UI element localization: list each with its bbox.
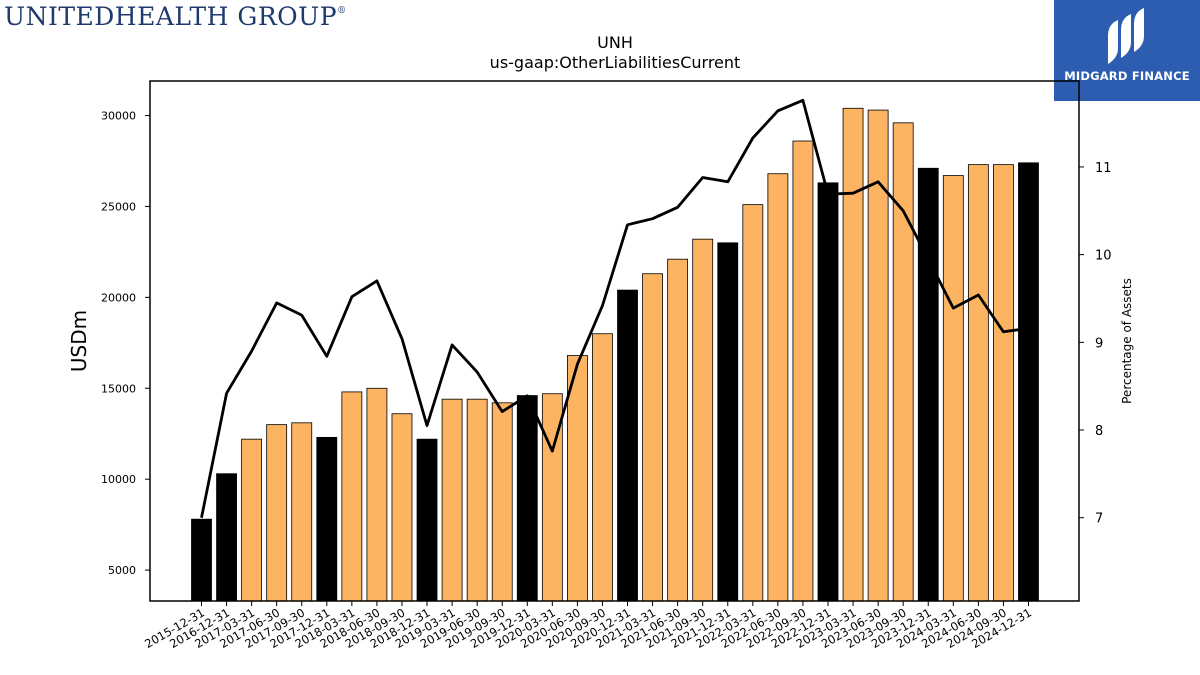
bar bbox=[667, 258, 689, 602]
bar bbox=[717, 242, 739, 602]
bar bbox=[241, 438, 263, 602]
bar bbox=[1018, 162, 1039, 602]
plot-frame bbox=[149, 80, 1080, 602]
logo-left-text: UNITEDHEALTH GROUP bbox=[4, 2, 338, 31]
bar bbox=[366, 387, 388, 602]
y-tick-label: 20000 bbox=[101, 291, 136, 304]
y-axis-label: USDm bbox=[67, 310, 91, 372]
bar bbox=[692, 238, 714, 602]
bar bbox=[191, 518, 212, 602]
bar bbox=[892, 122, 914, 602]
bar bbox=[266, 424, 288, 602]
logo-right-name: MIDGARD FINANCE bbox=[1064, 69, 1190, 83]
y2-axis-label: Percentage of Assets bbox=[1120, 278, 1134, 404]
y-tick-label: 25000 bbox=[101, 200, 136, 213]
bar bbox=[742, 204, 764, 602]
bar bbox=[767, 173, 789, 602]
chart-title: UNH bbox=[597, 33, 633, 52]
bar bbox=[466, 398, 488, 602]
bar bbox=[416, 438, 438, 602]
bar bbox=[942, 175, 964, 602]
y-tick-label: 30000 bbox=[101, 110, 136, 123]
bar bbox=[642, 273, 663, 602]
bar bbox=[491, 402, 513, 602]
bar bbox=[441, 398, 463, 602]
bar bbox=[842, 107, 864, 602]
bar bbox=[917, 167, 939, 602]
y2-tick-label: 10 bbox=[1095, 249, 1112, 264]
midgard-emblem-icon bbox=[1108, 8, 1144, 64]
bar bbox=[592, 333, 613, 602]
y2-tick-label: 11 bbox=[1095, 161, 1112, 176]
y2-tick-label: 8 bbox=[1095, 424, 1103, 439]
registered-mark: ® bbox=[337, 6, 347, 16]
chart-subtitle: us-gaap:OtherLiabilitiesCurrent bbox=[490, 53, 741, 72]
bar bbox=[316, 436, 338, 602]
bar bbox=[341, 391, 363, 602]
bar bbox=[993, 164, 1014, 602]
bar bbox=[792, 140, 814, 602]
bar bbox=[617, 289, 638, 602]
y-tick-label: 5000 bbox=[108, 564, 136, 577]
bar bbox=[817, 182, 839, 602]
bar bbox=[391, 413, 413, 602]
percentage-line bbox=[200, 98, 1029, 518]
y-tick-label: 15000 bbox=[101, 382, 136, 395]
y-tick-label: 10000 bbox=[101, 473, 136, 486]
y2-tick-label: 7 bbox=[1095, 512, 1103, 527]
bar bbox=[216, 473, 237, 602]
unitedhealth-group-logo: UNITEDHEALTH GROUP® bbox=[4, 2, 347, 31]
y2-tick-label: 9 bbox=[1095, 336, 1103, 351]
bar bbox=[291, 422, 313, 602]
bar bbox=[516, 395, 538, 602]
bar bbox=[967, 164, 989, 602]
